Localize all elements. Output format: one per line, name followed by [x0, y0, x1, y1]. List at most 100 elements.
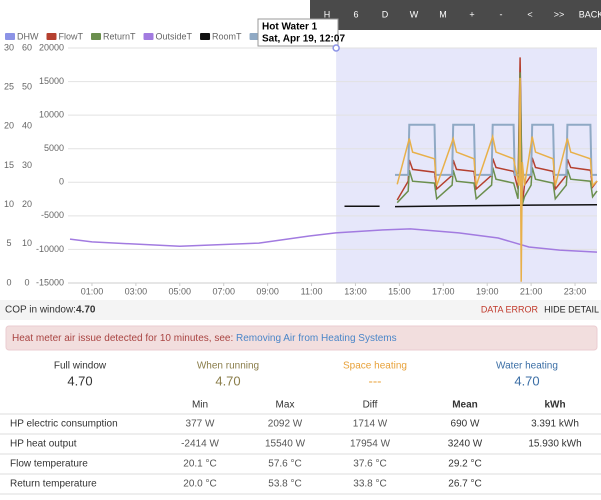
x-tick-label: 07:00	[212, 286, 235, 296]
summary-label: When running	[197, 361, 259, 372]
legend-label[interactable]: DHW	[17, 31, 39, 41]
table-cell: 3.391 kWh	[531, 419, 579, 430]
x-tick-label: 09:00	[256, 286, 279, 296]
y-tick-label: -10000	[36, 244, 64, 254]
row-label: HP heat output	[10, 439, 77, 450]
y3-tick-label: 0	[6, 277, 11, 287]
legend-swatch[interactable]	[91, 33, 101, 40]
table-cell: 33.8 °C	[353, 479, 386, 490]
dhw-band	[336, 48, 597, 283]
chart: -15000 -10000 -5000 0 5000 10000 15000 20000 0 10…	[4, 31, 598, 296]
legend-label[interactable]: FlowT	[59, 31, 84, 41]
toolbar-button[interactable]: BACK	[579, 9, 601, 19]
legend-swatch[interactable]	[143, 33, 154, 40]
toolbar-button[interactable]: 6	[353, 9, 358, 19]
y2-tick-label: 20	[22, 199, 32, 209]
y-tick-label: 10000	[39, 110, 64, 120]
toolbar-button[interactable]: +	[469, 9, 474, 19]
legend-swatch[interactable]	[200, 33, 211, 40]
legend-swatch[interactable]	[46, 33, 57, 40]
legend-label[interactable]: OutsideT	[156, 31, 193, 41]
x-tick-label: 23:00	[564, 286, 587, 296]
toolbar-button[interactable]: -	[500, 9, 503, 19]
toolbar-button[interactable]: M	[439, 9, 447, 19]
cop-value: 4.70	[76, 305, 96, 316]
toolbar	[310, 0, 601, 30]
x-tick-label: 17:00	[432, 286, 455, 296]
tooltip-box	[257, 18, 339, 47]
hide-detail[interactable]: HIDE DETAIL	[544, 304, 599, 314]
tooltip-time: Sat, Apr 19, 12:07	[262, 34, 345, 45]
series-line	[396, 72, 598, 205]
table-cell: 37.6 °C	[353, 459, 386, 470]
legend-swatch[interactable]	[249, 33, 260, 40]
table-cell: 20.0 °C	[183, 479, 216, 490]
y-tick-label: 5000	[44, 143, 64, 153]
x-tick-label: 19:00	[476, 286, 499, 296]
y-tick-label: -5000	[41, 210, 64, 220]
y-tick-label: 15000	[39, 76, 64, 86]
y2-tick-label: 60	[22, 42, 32, 52]
y2-tick-label: 10	[22, 238, 32, 248]
legend-label[interactable]: ReturnT	[103, 31, 136, 41]
x-tick-label: 13:00	[344, 286, 367, 296]
series-line	[344, 203, 598, 208]
y-tick-label: 0	[59, 177, 64, 187]
y3-tick-label: 20	[4, 121, 14, 131]
alert-text: Heat meter air issue detected for 10 min…	[12, 333, 397, 344]
x-tick-label: 05:00	[169, 286, 192, 296]
table-cell: 690 W	[451, 419, 480, 430]
table-cell: 57.6 °C	[268, 459, 301, 470]
tooltip: Hot Water 1 Sat, Apr 19, 12:07	[257, 18, 345, 47]
alert-message: Heat meter air issue detected for 10 min…	[12, 333, 233, 344]
table-cell: 3240 W	[448, 439, 483, 450]
y2-tick-label: 40	[22, 121, 32, 131]
legend-swatch[interactable]	[5, 33, 15, 40]
table-cell: 20.1 °C	[183, 459, 216, 470]
table-header: Mean	[452, 400, 478, 411]
tooltip-title: Hot Water 1	[262, 22, 318, 33]
y2-tick-label: 30	[22, 160, 32, 170]
y3-tick-label: 25	[4, 82, 14, 92]
y-tick-label: -15000	[36, 277, 64, 287]
x-tick-label: 03:00	[125, 286, 148, 296]
table-cell: 53.8 °C	[268, 479, 301, 490]
y2-tick-label: 50	[22, 82, 32, 92]
toolbar-button[interactable]: W	[410, 9, 419, 19]
table-cell: 26.7 °C	[448, 479, 481, 490]
y2-tick-label: 0	[24, 277, 29, 287]
cop-label: COP in window:	[5, 305, 76, 316]
cop-bar	[0, 300, 601, 320]
summary-value: 4.70	[514, 373, 539, 388]
series-line	[395, 123, 597, 176]
table-header: Diff	[363, 400, 378, 411]
summary-value: 4.70	[215, 373, 240, 388]
x-tick-label: 15:00	[388, 286, 411, 296]
table-cell: 377 W	[186, 419, 215, 430]
table-cell: 15.930 kWh	[528, 439, 581, 450]
y3-tick-label: 30	[4, 42, 14, 52]
toolbar-button[interactable]: >>	[554, 9, 565, 19]
alert	[5, 325, 598, 351]
data-error[interactable]: DATA ERROR	[481, 304, 539, 314]
row-label: HP electric consumption	[10, 419, 118, 430]
y3-tick-label: 15	[4, 160, 14, 170]
toolbar-button[interactable]: <	[527, 9, 532, 19]
alert-link[interactable]: Removing Air from Heating Systems	[236, 333, 397, 344]
legend-label[interactable]: RoomT	[212, 31, 242, 41]
y3-tick-label: 10	[4, 199, 14, 209]
table-header: Max	[276, 400, 295, 411]
toolbar-button[interactable]: D	[382, 9, 389, 19]
summary-value: 4.70	[67, 373, 92, 388]
table-cell: 15540 W	[265, 439, 306, 450]
table-cell: 17954 W	[350, 439, 391, 450]
row-label: Return temperature	[10, 479, 97, 490]
summary-label: Space heating	[343, 361, 407, 372]
tooltip-marker	[332, 44, 340, 52]
x-tick-label: 01:00	[81, 286, 104, 296]
table-header: kWh	[544, 400, 565, 411]
table-cell: -2414 W	[181, 439, 219, 450]
toolbar-button[interactable]: H	[324, 9, 331, 19]
row-label: Flow temperature	[10, 459, 88, 470]
